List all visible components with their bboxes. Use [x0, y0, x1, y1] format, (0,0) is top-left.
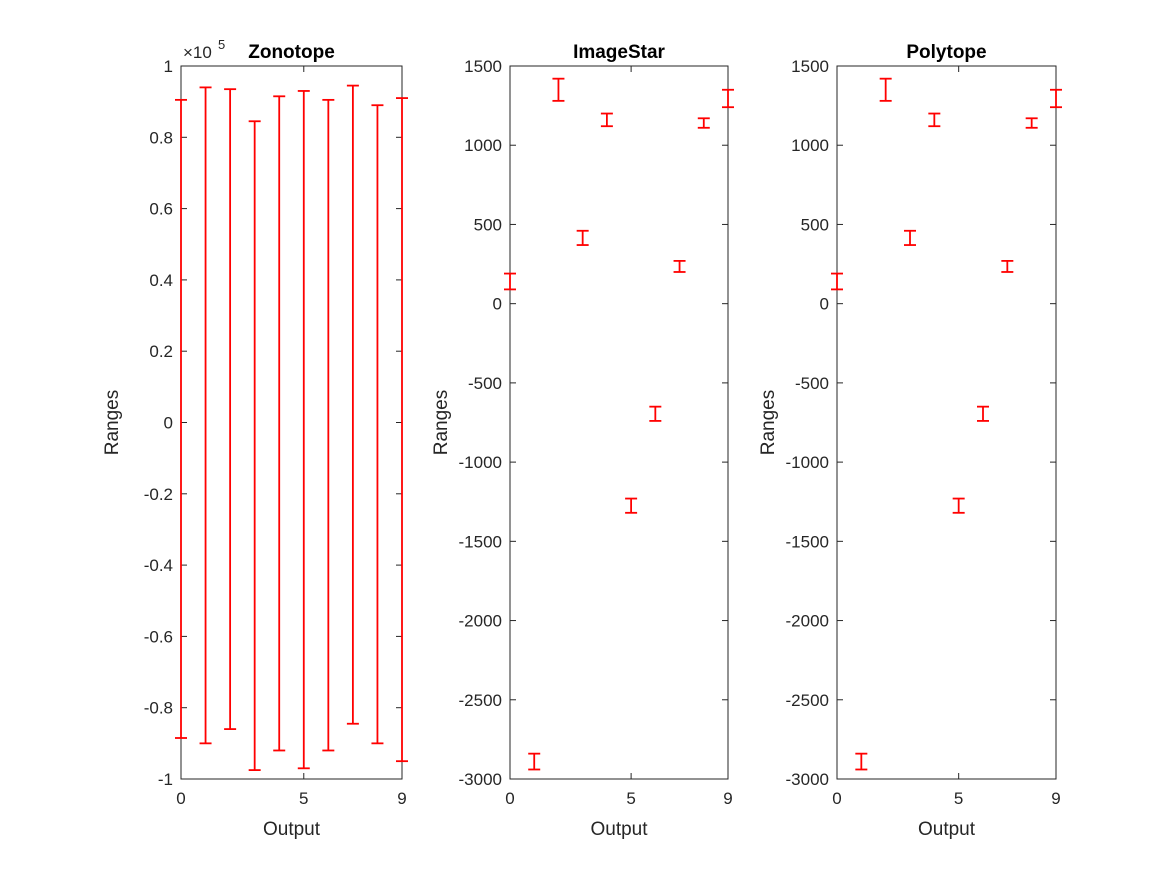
error-bar: [1050, 88, 1062, 109]
error-bar: [552, 77, 565, 102]
y-tick-label: -2500: [786, 691, 829, 710]
y-tick-label: 0.2: [149, 342, 173, 361]
y-tick-label: -0.6: [144, 627, 173, 646]
error-bar: [904, 229, 916, 246]
y-tick-label: -1500: [786, 532, 829, 551]
error-bar: [576, 229, 589, 246]
error-bar: [952, 497, 965, 514]
y-tick-label: -500: [795, 374, 829, 393]
y-tick-label: -0.2: [144, 485, 173, 504]
y-tick-label: 1000: [791, 136, 829, 155]
error-bar: [528, 752, 541, 771]
y-tick-label: -1: [158, 770, 173, 789]
error-bar: [273, 95, 286, 752]
error-bar: [855, 752, 868, 771]
error-bar: [977, 405, 989, 422]
error-bar: [396, 97, 408, 763]
x-tick-label: 9: [723, 789, 732, 808]
error-bar: [371, 104, 384, 745]
x-tick-label: 9: [397, 789, 406, 808]
error-bar: [504, 272, 516, 291]
x-axis-label: Output: [918, 819, 976, 840]
plot-area: [180, 65, 403, 780]
error-bar: [322, 98, 335, 752]
y-tick-label: 0: [820, 295, 829, 314]
y-tick-label: 0: [493, 295, 502, 314]
error-bar: [625, 497, 638, 514]
error-bar: [673, 259, 686, 273]
subplot-imagestar: -3000 -2500 -2000 -1500 -1000 -500 0 500 1000 150…: [431, 42, 734, 840]
y-tick-label: -2500: [459, 691, 502, 710]
x-tick-label: 9: [1051, 789, 1060, 808]
error-bar: [928, 112, 941, 128]
plot-area: [509, 65, 729, 780]
y-tick-label: 1500: [464, 57, 502, 76]
y-tick-label: -500: [468, 374, 502, 393]
x-tick-label: 0: [832, 789, 841, 808]
subplot-zonotope: -1 -0.8 -0.6 -0.4 -0.2 0 0.2 0.4 0.6 0.8 1 0 5 9 Zonot…: [102, 37, 408, 840]
x-tick-label: 0: [505, 789, 514, 808]
y-tick-label: -1000: [786, 453, 829, 472]
y-tick-label: -1500: [459, 532, 502, 551]
y-axis-label: Ranges: [431, 390, 452, 456]
exponent-label: ×10: [183, 43, 212, 62]
y-tick-label: 0: [164, 414, 173, 433]
exponent-power: 5: [218, 37, 225, 52]
y-tick-label: 0.4: [149, 271, 173, 290]
chart-title: ImageStar: [573, 42, 665, 63]
chart-title: Zonotope: [248, 42, 335, 63]
y-tick-label: -3000: [786, 770, 829, 789]
y-tick-label: 1000: [464, 136, 502, 155]
error-bar: [831, 272, 843, 291]
error-bar: [649, 405, 662, 422]
error-bar: [879, 77, 892, 102]
y-axis-label: Ranges: [102, 390, 123, 456]
x-tick-label: 5: [626, 789, 635, 808]
y-tick-label: 0.8: [149, 128, 173, 147]
y-tick-label: -1000: [459, 453, 502, 472]
x-tick-label: 0: [176, 789, 185, 808]
y-tick-label: -0.4: [144, 556, 173, 575]
y-tick-label: -2000: [786, 612, 829, 631]
error-bar: [1001, 259, 1014, 273]
x-axis-label: Output: [590, 819, 648, 840]
error-bar: [248, 120, 261, 771]
chart-title: Polytope: [906, 42, 986, 63]
error-bar: [346, 84, 359, 725]
x-tick-label: 5: [299, 789, 308, 808]
y-tick-label: 0.6: [149, 200, 173, 219]
y-tick-label: -0.8: [144, 699, 173, 718]
error-bar: [1025, 117, 1038, 129]
y-axis-label: Ranges: [758, 390, 779, 456]
error-bar: [175, 98, 187, 739]
y-tick-label: 500: [801, 215, 829, 234]
plot-area: [836, 65, 1057, 780]
subplot-polytope: -3000 -2500 -2000 -1500 -1000 -500 0 500 1000 150…: [758, 42, 1062, 840]
error-bar: [199, 86, 212, 745]
y-tick-label: -2000: [459, 612, 502, 631]
error-bar: [722, 88, 734, 109]
y-tick-label: 1500: [791, 57, 829, 76]
x-axis-label: Output: [263, 819, 321, 840]
error-bar: [224, 88, 237, 730]
y-tick-label: -3000: [459, 770, 502, 789]
error-bar: [697, 117, 710, 129]
error-bar: [600, 112, 613, 128]
y-tick-label: 1: [164, 57, 173, 76]
x-tick-label: 5: [954, 789, 963, 808]
y-tick-label: 500: [474, 215, 502, 234]
error-bar: [297, 90, 310, 770]
